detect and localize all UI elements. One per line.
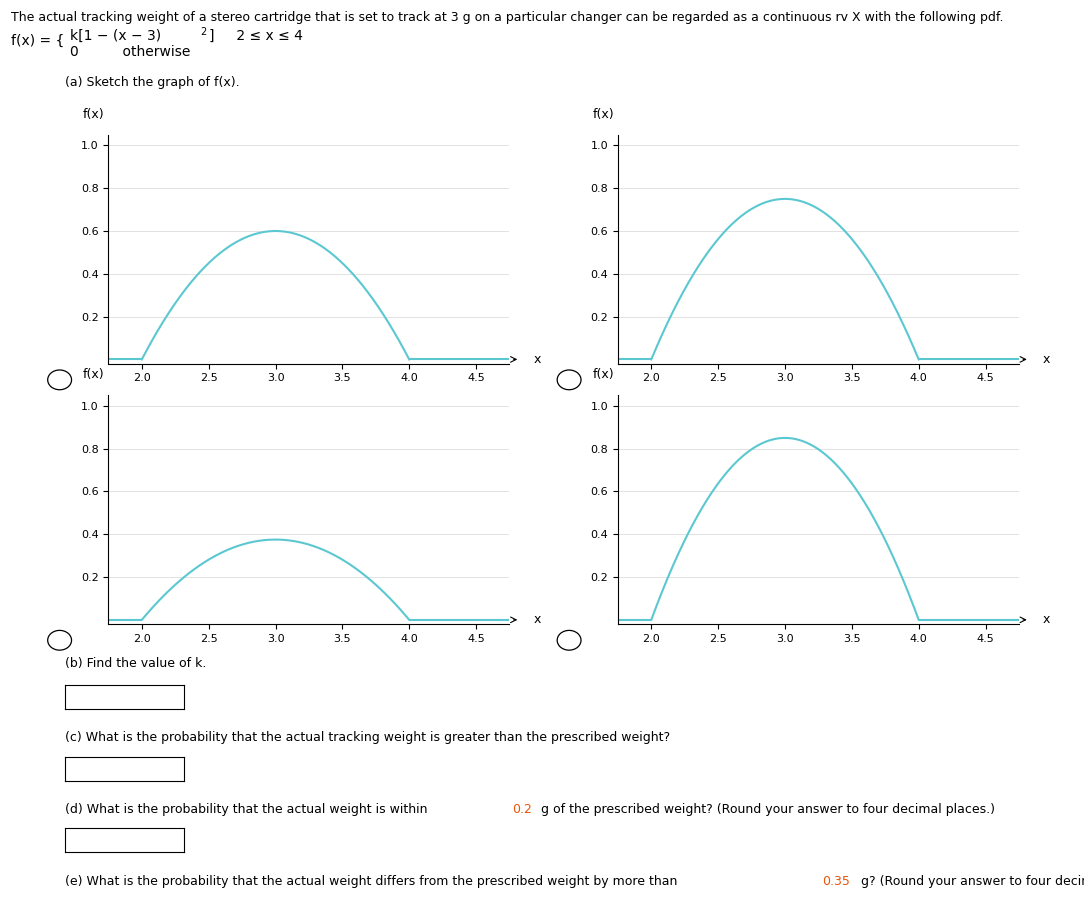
Text: ]     2 ≤ x ≤ 4: ] 2 ≤ x ≤ 4	[209, 29, 304, 43]
Text: The actual tracking weight of a stereo cartridge that is set to track at 3 g on : The actual tracking weight of a stereo c…	[11, 11, 1004, 23]
Text: x: x	[533, 613, 541, 626]
Text: f(x): f(x)	[82, 368, 104, 382]
Text: g of the prescribed weight? (Round your answer to four decimal places.): g of the prescribed weight? (Round your …	[537, 803, 995, 815]
Text: (c) What is the probability that the actual tracking weight is greater than the : (c) What is the probability that the act…	[65, 731, 670, 744]
Text: 2: 2	[201, 27, 207, 37]
Text: (b) Find the value of k.: (b) Find the value of k.	[65, 657, 206, 670]
Text: f(x): f(x)	[592, 368, 614, 382]
Text: 0.2: 0.2	[512, 803, 531, 815]
Text: 0          otherwise: 0 otherwise	[70, 45, 191, 59]
Text: (a) Sketch the graph of f(x).: (a) Sketch the graph of f(x).	[65, 76, 240, 89]
Text: x: x	[1043, 613, 1050, 626]
Text: 0.35: 0.35	[822, 875, 850, 887]
Text: f(x): f(x)	[82, 108, 104, 121]
Text: g? (Round your answer to four decimal places.): g? (Round your answer to four decimal pl…	[857, 875, 1084, 887]
Text: f(x): f(x)	[592, 108, 614, 121]
Text: x: x	[1043, 353, 1050, 365]
Text: (d) What is the probability that the actual weight is within: (d) What is the probability that the act…	[65, 803, 431, 815]
Text: x: x	[533, 353, 541, 365]
Text: (e) What is the probability that the actual weight differs from the prescribed w: (e) What is the probability that the act…	[65, 875, 682, 887]
Text: k[1 − (x − 3): k[1 − (x − 3)	[70, 29, 162, 43]
Text: f(x) = {: f(x) = {	[11, 34, 64, 48]
